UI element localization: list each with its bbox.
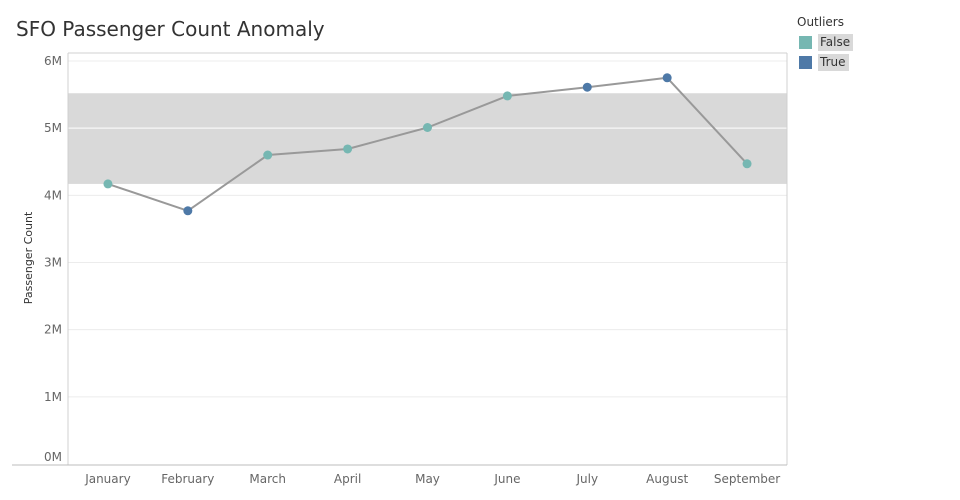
x-tick-label: February [161,472,214,486]
data-point-august [662,73,672,83]
legend-swatch-true [799,55,812,69]
y-axis-title: Passenger Count [22,211,35,304]
reference-band [68,93,787,184]
x-tick-label: March [249,472,286,486]
legend-title: Outliers [797,15,844,29]
legend-label-false: False [818,33,854,51]
chart-title: SFO Passenger Count Anomaly [16,17,325,41]
x-tick-label: May [415,472,440,486]
legend: Outliers False True [797,15,854,72]
y-tick-label: 0M [44,450,62,464]
data-point-february [183,206,193,216]
y-tick-label: 6M [44,54,62,68]
legend-label-true: True [818,53,849,71]
legend-item-false[interactable]: False [797,32,854,52]
x-tick-label: June [493,472,520,486]
data-point-april [343,144,353,154]
x-tick-label: January [84,472,131,486]
y-tick-label: 5M [44,121,62,135]
x-tick-label: July [575,472,598,486]
x-tick-label: August [646,472,688,486]
legend-item-true[interactable]: True [797,52,853,72]
y-tick-label: 2M [44,323,62,337]
data-point-september [742,159,752,169]
data-point-january [103,179,113,189]
y-tick-label: 1M [44,390,62,404]
x-tick-label: September [714,472,780,486]
y-tick-label: 4M [44,188,62,202]
data-point-may [423,122,432,132]
data-point-june [502,91,512,101]
y-tick-label: 3M [44,256,62,270]
legend-swatch-false [799,35,812,49]
x-tick-label: April [334,472,361,486]
data-point-july [582,82,592,92]
data-point-march [263,150,273,160]
